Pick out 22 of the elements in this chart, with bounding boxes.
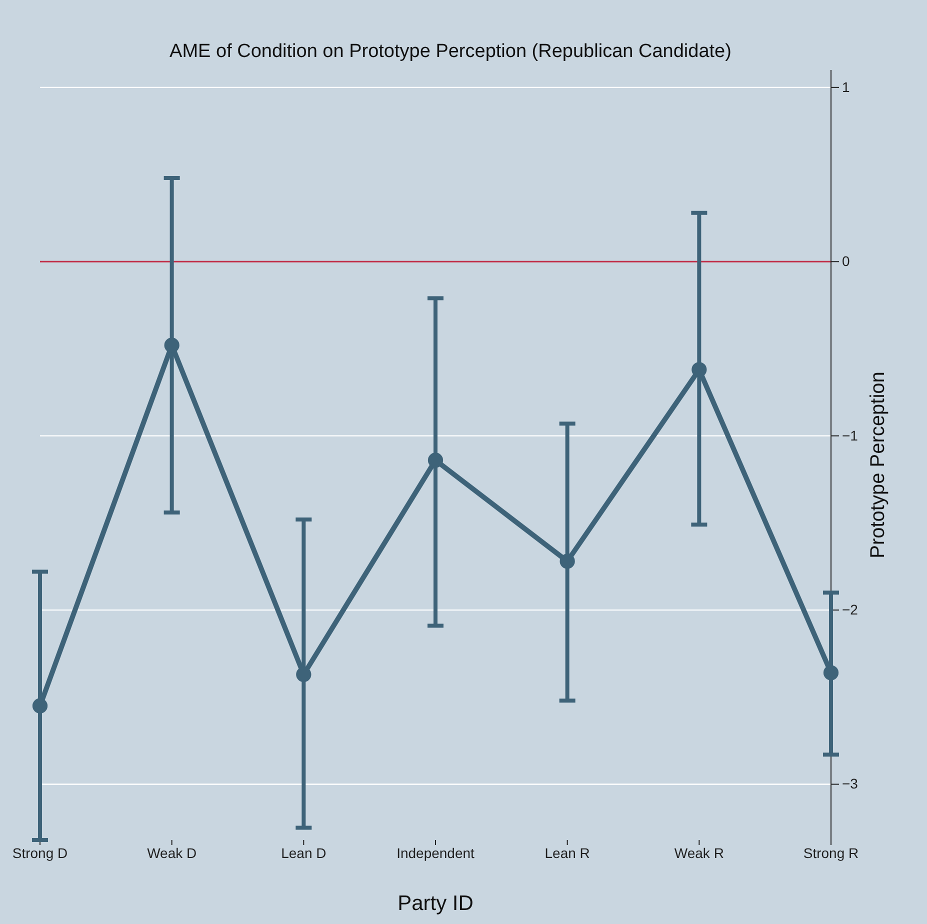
y-tick-label: −3 bbox=[842, 776, 858, 792]
x-tick-label: Independent bbox=[396, 844, 475, 861]
y-axis-title: Prototype Perception bbox=[867, 372, 889, 558]
x-tick-label: Strong R bbox=[803, 844, 859, 861]
point bbox=[164, 338, 180, 353]
x-axis-title: Party ID bbox=[398, 892, 474, 915]
x-tick-label: Strong D bbox=[12, 844, 68, 861]
point bbox=[692, 362, 707, 378]
y-tick-label: −2 bbox=[842, 602, 858, 618]
y-tick-label: 0 bbox=[842, 253, 850, 270]
chart-title: AME of Condition on Prototype Perception (Republican Candidate) bbox=[170, 41, 732, 62]
point bbox=[560, 554, 575, 569]
point bbox=[428, 452, 444, 468]
x-tick-label: Weak R bbox=[674, 844, 724, 861]
x-tick-label: Lean D bbox=[281, 844, 326, 861]
point bbox=[823, 665, 839, 680]
x-tick-label: Weak D bbox=[147, 844, 197, 861]
point bbox=[32, 698, 48, 714]
x-tick-label: Lean R bbox=[544, 844, 590, 861]
y-tick-label: 1 bbox=[842, 78, 850, 95]
y-tick-label: −1 bbox=[842, 427, 858, 444]
point bbox=[296, 666, 312, 682]
